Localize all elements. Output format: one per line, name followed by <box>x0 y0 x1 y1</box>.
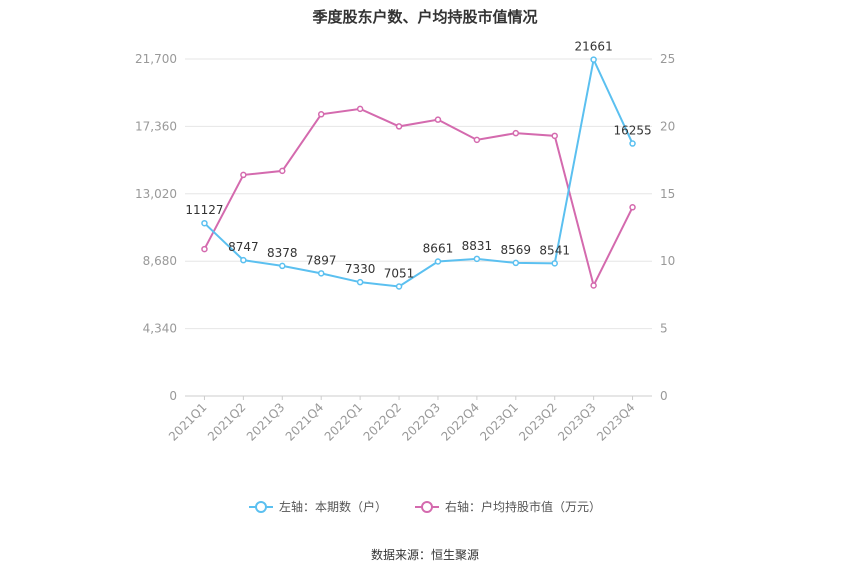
data-label-left: 8541 <box>539 243 570 257</box>
data-point-right <box>395 123 403 130</box>
data-point-left <box>317 270 325 277</box>
x-axis-tick-label: 2021Q3 <box>244 400 288 444</box>
data-point-left <box>201 219 208 227</box>
legend-swatch-right <box>415 500 439 513</box>
right-axis-tick-label: 0 <box>660 389 668 403</box>
data-point-left <box>395 283 403 290</box>
x-axis-tick-label: 2021Q1 <box>166 400 210 444</box>
data-label-left: 7897 <box>306 253 337 267</box>
legend-label-left: 左轴：本期数（户） <box>278 500 387 514</box>
data-point-right <box>590 282 597 289</box>
data-point-right <box>512 129 520 137</box>
series-line-left <box>203 56 634 288</box>
data-point-right <box>279 167 286 175</box>
left-axis-tick-label: 17,360 <box>135 119 177 133</box>
data-label-left: 11127 <box>185 203 223 217</box>
legend-item-right-series[interactable]: 右轴：户均持股市值（万元） <box>415 498 601 515</box>
legend: 左轴：本期数（户） 右轴：户均持股市值（万元） <box>0 498 850 515</box>
right-axis-tick-label: 20 <box>660 119 675 133</box>
data-label-left: 8831 <box>462 239 493 253</box>
data-label-left: 7330 <box>345 262 376 276</box>
x-axis-tick-label: 2023Q3 <box>555 400 599 444</box>
data-point-left <box>240 256 247 264</box>
chart-title: 季度股东户数、户均持股市值情况 <box>312 8 538 26</box>
data-label-left: 8661 <box>423 241 454 255</box>
data-point-right <box>240 171 247 179</box>
left-axis-tick-label: 13,020 <box>135 187 177 201</box>
right-axis-tick-label: 10 <box>660 254 675 268</box>
data-point-right <box>629 204 636 211</box>
data-label-left: 7051 <box>384 266 415 280</box>
data-point-left <box>279 262 286 270</box>
right-axis-tick-label: 25 <box>660 52 675 66</box>
data-point-left <box>590 56 597 63</box>
left-axis-tick-label: 8,680 <box>143 254 177 268</box>
data-point-left <box>473 255 481 263</box>
data-point-left <box>356 278 364 286</box>
x-axis-tick-label: 2023Q1 <box>477 400 521 444</box>
x-axis-tick-label: 2021Q2 <box>205 400 249 444</box>
data-point-left <box>629 140 636 147</box>
data-point-right <box>317 111 325 118</box>
left-axis-tick-label: 4,340 <box>143 322 177 336</box>
data-label-left: 8569 <box>501 243 532 257</box>
left-axis-tick-label: 0 <box>169 389 177 403</box>
data-point-left <box>512 259 520 267</box>
x-axis-tick-label: 2022Q3 <box>400 400 444 444</box>
data-point-left <box>551 260 558 267</box>
data-label-left: 21661 <box>575 40 613 54</box>
data-point-right <box>551 132 558 140</box>
data-label-left: 8747 <box>228 240 259 254</box>
legend-label-right: 右轴：户均持股市值（万元） <box>445 500 602 514</box>
right-axis-tick-label: 15 <box>660 187 675 201</box>
right-axis-tick-label: 5 <box>660 322 668 336</box>
data-label-left: 8378 <box>267 246 298 260</box>
legend-swatch-left <box>248 500 273 513</box>
data-label-left: 16255 <box>613 124 651 138</box>
x-axis-tick-label: 2021Q4 <box>283 400 327 444</box>
x-axis-tick-label: 2023Q4 <box>594 400 638 444</box>
series-line-right <box>203 107 634 289</box>
data-point-right <box>434 116 442 123</box>
data-point-right <box>473 136 481 144</box>
x-axis-tick-label: 2022Q1 <box>322 400 366 444</box>
x-axis-tick-label: 2022Q2 <box>361 400 405 444</box>
data-point-left <box>434 258 442 265</box>
x-axis-tick-label: 2023Q2 <box>516 400 560 444</box>
left-axis-tick-label: 21,700 <box>135 52 177 66</box>
data-point-right <box>201 245 208 253</box>
data-point-right <box>356 105 364 113</box>
legend-item-left-series[interactable]: 左轴：本期数（户） <box>248 498 387 515</box>
data-source: 数据来源：恒生聚源 <box>370 548 479 562</box>
x-axis-tick-label: 2022Q4 <box>438 400 482 444</box>
